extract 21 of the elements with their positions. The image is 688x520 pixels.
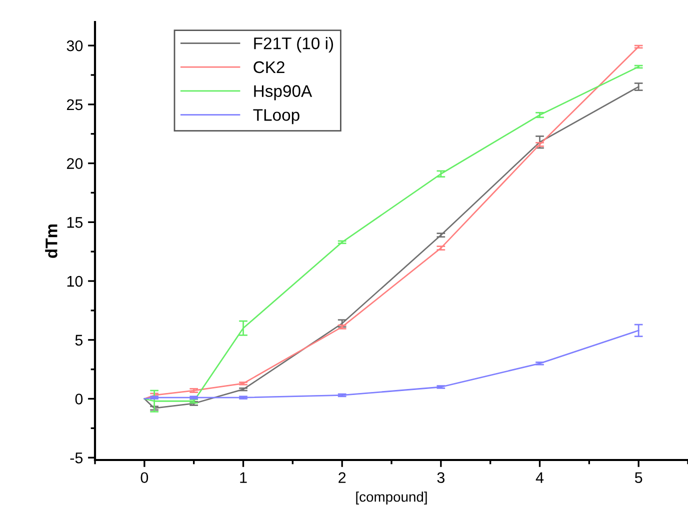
y-tick-label: -5 [70, 452, 83, 464]
x-axis-title: [compound] [356, 492, 427, 505]
x-tick-label: 4 [536, 472, 544, 483]
x-tick-label: 2 [338, 472, 346, 483]
y-axis-title: dTm [45, 224, 58, 258]
x-tick-label: 0 [140, 472, 148, 484]
y-tick-label: 5 [75, 334, 83, 346]
legend-label: Hsp90A [254, 85, 312, 100]
x-tick-label: 1 [240, 472, 247, 483]
legend-label: TLoop [253, 109, 300, 124]
y-tick-label: 20 [66, 158, 83, 169]
y-tick-label: 25 [66, 99, 83, 110]
y-tick-label: 0 [75, 394, 83, 404]
line-series [144, 330, 640, 400]
legend-label: CK2 [254, 61, 284, 74]
x-tick-label: 3 [437, 472, 444, 484]
y-tick-label: 15 [67, 217, 83, 228]
y-tick-label: 10 [67, 276, 83, 287]
x-tick-label: 5 [634, 472, 642, 484]
legend-label: F21T (10 i) [254, 37, 334, 53]
y-tick-label: 30 [66, 40, 83, 52]
